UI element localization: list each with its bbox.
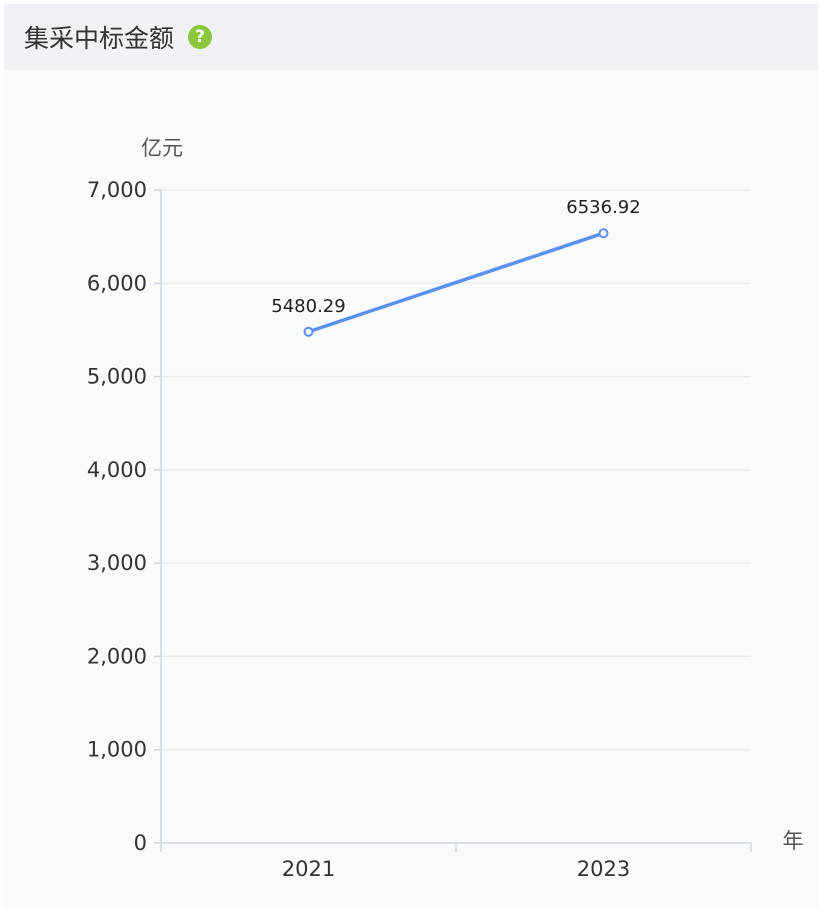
grid-lines (154, 189, 751, 844)
x-tick-label: 2021 (282, 857, 335, 881)
x-axis-unit: 年 (783, 829, 804, 853)
data-point[interactable] (303, 326, 314, 337)
y-tick-label: 3,000 (87, 551, 147, 575)
data-point[interactable] (598, 228, 609, 239)
y-tick-label: 0 (134, 831, 147, 855)
x-axis-ticks (160, 843, 752, 852)
x-tick-labels: 2021 2023 (282, 857, 630, 881)
y-tick-label: 1,000 (87, 738, 147, 762)
card-header: 集采中标金额 ? (4, 4, 818, 70)
y-tick-label: 6,000 (87, 271, 147, 295)
data-label: 5480.29 (271, 296, 345, 317)
y-tick-label: 2,000 (87, 644, 147, 668)
y-tick-label: 5,000 (87, 365, 147, 389)
question-circle-icon[interactable]: ? (188, 25, 213, 49)
x-tick-label: 2023 (577, 857, 630, 881)
chart-title: 集采中标金额 (24, 24, 175, 53)
y-axis-unit: 亿元 (141, 136, 183, 160)
series-line-group: 5480.29 6536.92 (271, 197, 641, 337)
y-tick-label: 4,000 (87, 458, 147, 482)
chart-card: 集采中标金额 ? (4, 4, 818, 908)
y-tick-label: 7,000 (87, 178, 147, 202)
y-tick-labels: 0 1,000 2,000 3,000 4,000 5,000 6,000 7,000 (87, 178, 147, 855)
data-label: 6536.92 (566, 197, 640, 218)
series-line (306, 231, 606, 334)
